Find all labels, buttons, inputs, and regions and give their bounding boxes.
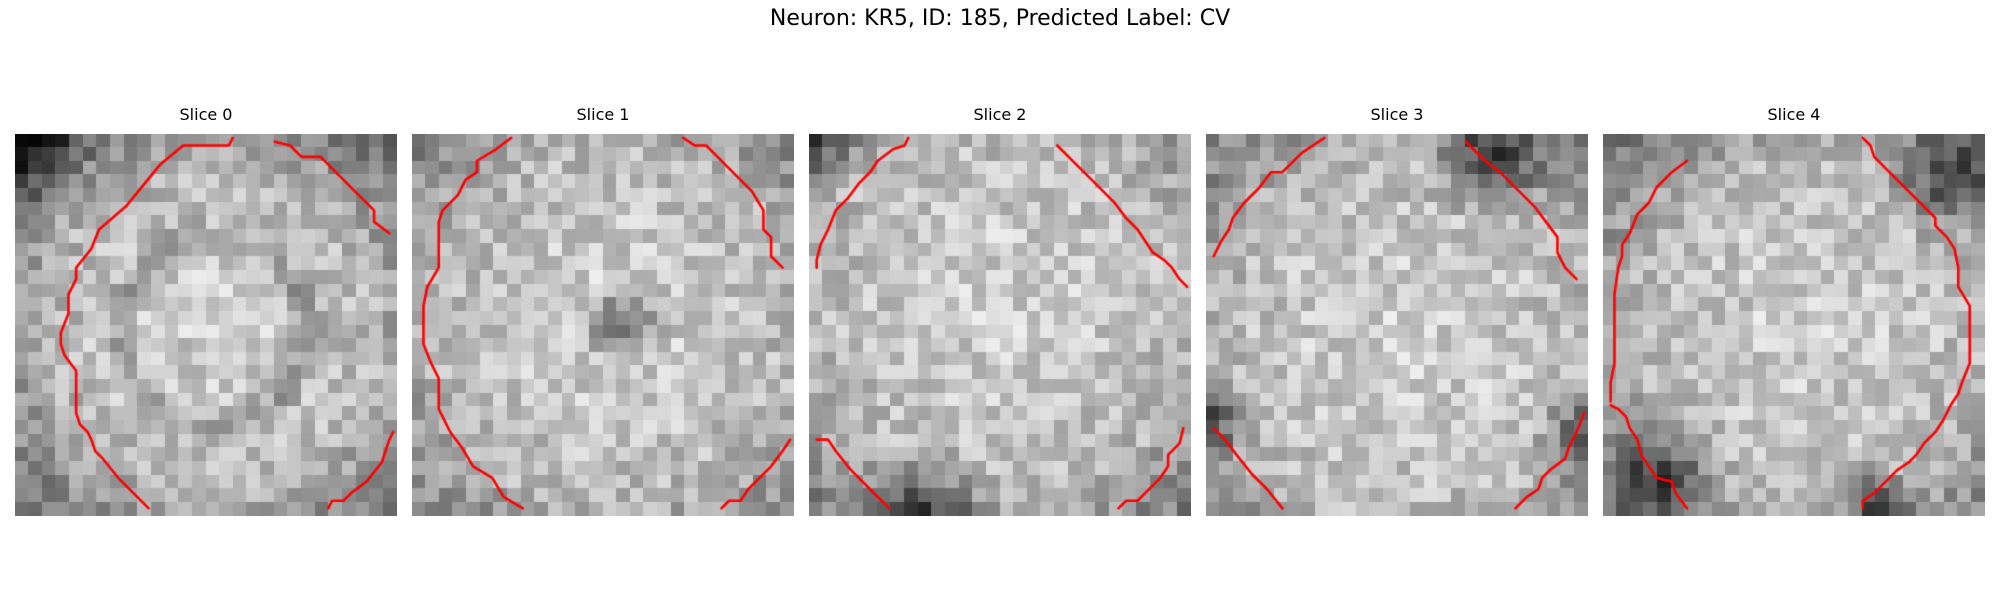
slice-panel-4: Slice 4 [1603,105,1985,516]
slice-title: Slice 0 [179,105,233,124]
slice-image [15,134,397,516]
slice-panel-1: Slice 1 [412,105,794,516]
slice-title: Slice 4 [1767,105,1821,124]
slice-image [809,134,1191,516]
slice-image [412,134,794,516]
slice-title: Slice 3 [1370,105,1424,124]
slice-title: Slice 1 [576,105,630,124]
slice-panel-3: Slice 3 [1206,105,1588,516]
slice-title: Slice 2 [973,105,1027,124]
slice-panel-0: Slice 0 [15,105,397,516]
figure-title: Neuron: KR5, ID: 185, Predicted Label: C… [769,6,1231,31]
slice-image [1206,134,1588,516]
slice-panel-2: Slice 2 [809,105,1191,516]
slice-image [1603,134,1985,516]
